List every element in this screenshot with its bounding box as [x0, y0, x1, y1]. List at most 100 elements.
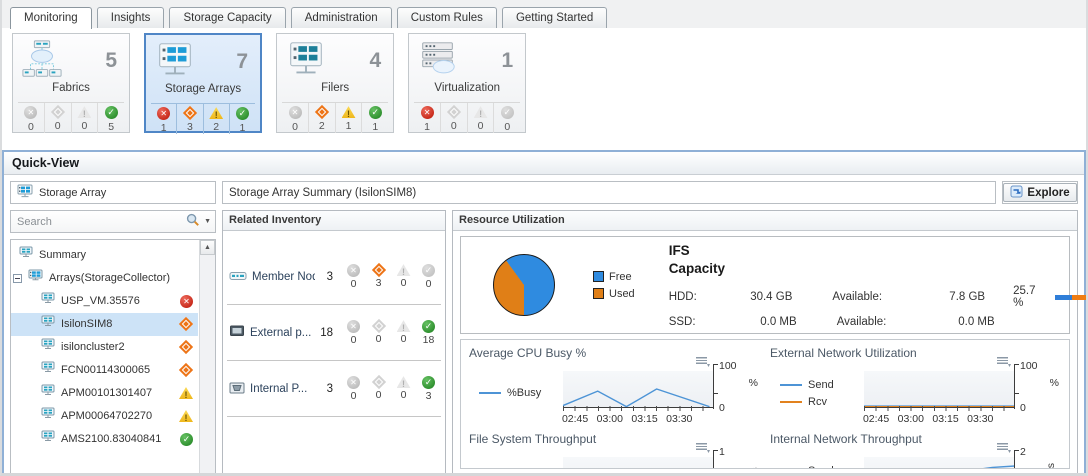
critical-status-icon	[182, 106, 198, 121]
tree-item-label: USP_VM.35576	[61, 295, 140, 307]
search-options-caret-icon[interactable]: ▼	[204, 218, 211, 225]
fatal-status-icon	[180, 295, 193, 308]
send-line-swatch	[780, 383, 802, 386]
tree-item-arrays-group[interactable]: Arrays(StorageCollector)	[11, 267, 198, 290]
server-icon	[41, 336, 55, 359]
rcv-line-swatch	[780, 400, 802, 403]
critical-status-icon	[178, 316, 194, 332]
tab-insights[interactable]: Insights	[96, 7, 165, 28]
tree-item-label: APM00101301407	[61, 387, 153, 399]
tile-filers[interactable]: 4 Filers 0 2 1 1	[276, 33, 395, 133]
chart-options-menu-icon[interactable]: ▾	[997, 357, 1011, 369]
search-icon[interactable]	[186, 213, 200, 230]
storage-arrays-icon	[154, 40, 196, 85]
fatal-status-icon	[347, 376, 360, 389]
filers-icon	[285, 39, 327, 84]
quick-view-panel: Quick-View Storage Array	[2, 150, 1086, 473]
sidebar-type-selector[interactable]: Storage Array	[10, 181, 216, 204]
server-icon	[41, 382, 55, 405]
filers-count: 4	[369, 49, 382, 72]
chart-options-menu-icon[interactable]: ▾	[696, 443, 710, 455]
ifs-capacity-pie-chart	[493, 254, 555, 316]
fabrics-label: Fabrics	[52, 82, 90, 94]
collapse-expander-icon[interactable]	[13, 274, 22, 283]
fatal-status-icon	[24, 106, 38, 119]
tree-item-label: IsilonSIM8	[61, 318, 113, 330]
related-inventory-title: Related Inventory	[223, 211, 445, 231]
normal-status-icon	[500, 106, 514, 119]
divider	[227, 416, 441, 417]
tab-bar: Monitoring Insights Storage Capacity Adm…	[2, 0, 1086, 29]
tab-custom-rules[interactable]: Custom Rules	[396, 7, 497, 28]
hdd-capacity-row: HDD: 30.4 GB Available: 7.8 GB 25.7 %	[669, 285, 1086, 309]
storage-array-icon	[28, 267, 43, 290]
tab-getting-started[interactable]: Getting Started	[501, 7, 608, 28]
related-item-member-nodes[interactable]: Member Nod... 3 0 3 0 0	[223, 249, 445, 304]
virtualization-label: Virtualization	[434, 82, 500, 94]
ssd-capacity-row: SSD: 0.0 MB Available: 0.0 MB	[668, 316, 995, 329]
server-icon	[19, 244, 33, 267]
related-inventory-panel: Related Inventory Member Nod... 3 0	[222, 210, 446, 473]
virtualization-count: 1	[501, 49, 514, 72]
tree-item-array[interactable]: FCN00114300065	[11, 359, 198, 382]
tree-item-summary[interactable]: Summary	[11, 244, 198, 267]
warning-status-icon	[77, 106, 92, 119]
fatal-status-icon	[420, 106, 434, 119]
divider	[227, 304, 441, 305]
summary-tiles: 5 Fabrics 0 0 0 5	[2, 28, 1086, 138]
warning-status-icon	[341, 106, 356, 119]
related-item-internal-ports[interactable]: Internal P... 3 0 0 0 3	[223, 361, 445, 416]
tree-item-array[interactable]: isiloncluster2	[11, 336, 198, 359]
available-percent-bar	[1054, 294, 1086, 300]
warning-status-icon	[473, 106, 488, 119]
pie-legend: Free Used	[593, 271, 635, 300]
critical-status-icon	[50, 105, 65, 120]
chart-external-network-utilization: External Network Utilization Send Rcv ▾	[770, 346, 1059, 425]
chart-options-menu-icon[interactable]: ▾	[997, 443, 1011, 455]
tile-virtualization[interactable]: 1 Virtualization 1 0 0 0	[408, 33, 527, 133]
external-port-icon	[229, 325, 245, 341]
quick-view-main: Storage Array Summary (IsilonSIM8)	[222, 181, 1086, 473]
server-icon	[41, 359, 55, 382]
tree-item-array-selected[interactable]: IsilonSIM8	[11, 313, 198, 336]
explore-button[interactable]: Explore	[1003, 183, 1077, 202]
busy-line-swatch	[479, 392, 501, 394]
warning-status-icon	[209, 107, 224, 120]
fatal-status-icon	[347, 320, 360, 333]
tab-administration[interactable]: Administration	[290, 7, 392, 28]
chart-internal-network-throughput: Internal Network Throughput Send Rcv ▾	[770, 430, 1061, 468]
fabrics-icon	[21, 39, 63, 84]
tree-item-array[interactable]: APM00101301407	[11, 382, 198, 405]
virtualization-icon	[417, 39, 459, 84]
critical-status-icon	[178, 362, 194, 378]
tile-storage-arrays[interactable]: 7 Storage Arrays 1 3 2 1	[144, 33, 263, 134]
ifs-capacity-box: Free Used IFS Capacity HDD:	[460, 236, 1086, 334]
tree-item-label: AMS2100.83040841	[61, 433, 162, 445]
related-item-external-ports[interactable]: External p... 18 0 0 0 18	[223, 305, 445, 360]
warning-status-icon	[396, 376, 411, 389]
tab-monitoring[interactable]: Monitoring	[10, 7, 92, 29]
normal-status-icon	[104, 106, 118, 119]
tree-item-array[interactable]: USP_VM.35576	[11, 290, 198, 313]
server-icon	[41, 405, 55, 428]
normal-status-icon	[422, 320, 435, 333]
critical-status-icon	[371, 319, 386, 334]
ifs-capacity-title: IFS Capacity	[668, 242, 725, 276]
search-input[interactable]	[17, 215, 187, 228]
fatal-status-icon	[347, 264, 360, 277]
resource-utilization-panel: Resource Utilization Free Used	[452, 210, 1086, 473]
normal-status-icon	[180, 433, 193, 446]
storage-arrays-label: Storage Arrays	[165, 83, 242, 95]
chart-options-menu-icon[interactable]: ▾	[696, 357, 710, 369]
tile-fabrics[interactable]: 5 Fabrics 0 0 0 5	[12, 33, 130, 133]
scroll-up-icon[interactable]: ▲	[200, 240, 215, 255]
divider	[227, 360, 441, 361]
chart-average-cpu-busy: Average CPU Busy % %Busy ▾	[469, 346, 758, 425]
tree-item-array[interactable]: AMS2100.83040841	[11, 428, 198, 451]
tree-item-array[interactable]: APM00064702270	[11, 405, 198, 428]
tab-storage-capacity[interactable]: Storage Capacity	[169, 7, 286, 28]
fabrics-count: 5	[105, 49, 117, 72]
tree-scrollbar[interactable]: ▲	[199, 240, 215, 473]
chart-file-system-throughput: File System Throughput Read ▾	[469, 430, 760, 468]
